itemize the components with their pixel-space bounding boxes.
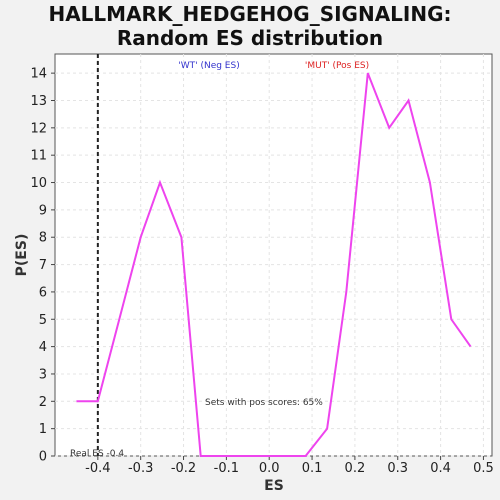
wt-label: 'WT' (Neg ES)	[178, 61, 239, 71]
y-tick-label: 11	[30, 149, 47, 164]
real-es-label: Real ES -0.4	[70, 449, 124, 459]
y-tick-label: 9	[39, 203, 47, 218]
mut-label: 'MUT' (Pos ES)	[305, 61, 369, 71]
x-tick-label: -0.1	[214, 461, 239, 476]
y-tick-label: 14	[30, 67, 47, 82]
x-axis-label: ES	[264, 478, 284, 494]
x-tick-label: 0.5	[473, 461, 494, 476]
x-tick-label: -0.3	[128, 461, 153, 476]
x-tick-label: 0.2	[345, 461, 366, 476]
plot-area	[54, 53, 493, 457]
x-tick-label: 0.0	[259, 461, 280, 476]
pos-scores-label: Sets with pos scores: 65%	[205, 398, 323, 408]
y-tick-label: 0	[39, 450, 47, 465]
y-tick-label: 3	[39, 367, 47, 382]
chart-title-line1: HALLMARK_HEDGEHOG_SIGNALING:	[48, 2, 452, 26]
y-tick-label: 4	[39, 340, 47, 355]
x-tick-label: -0.4	[85, 461, 110, 476]
y-tick-label: 12	[30, 121, 47, 136]
x-tick-label: -0.2	[171, 461, 196, 476]
y-tick-label: 6	[39, 285, 47, 300]
chart-title-line2: Random ES distribution	[116, 26, 384, 50]
series-line	[76, 72, 472, 457]
x-tick-label: 0.3	[387, 461, 408, 476]
y-axis-label: P(ES)	[14, 234, 30, 277]
y-tick-label: 5	[39, 313, 47, 328]
y-tick-label: 7	[39, 258, 47, 273]
x-tick-label: 0.1	[302, 461, 323, 476]
y-tick-label: 1	[39, 422, 47, 437]
y-tick-label: 13	[30, 94, 47, 109]
y-tick-label: 2	[39, 395, 47, 410]
y-tick-label: 8	[39, 231, 47, 246]
x-ticks: -0.4 -0.3 -0.2 -0.1 0.0 0.1 0.2 0.3 0.4 0.5	[85, 456, 494, 476]
chart-title: HALLMARK_HEDGEHOG_SIGNALING: Random ES d…	[0, 2, 500, 50]
grid-lines	[55, 54, 492, 457]
y-tick-label: 10	[30, 176, 47, 191]
x-tick-label: 0.4	[430, 461, 451, 476]
